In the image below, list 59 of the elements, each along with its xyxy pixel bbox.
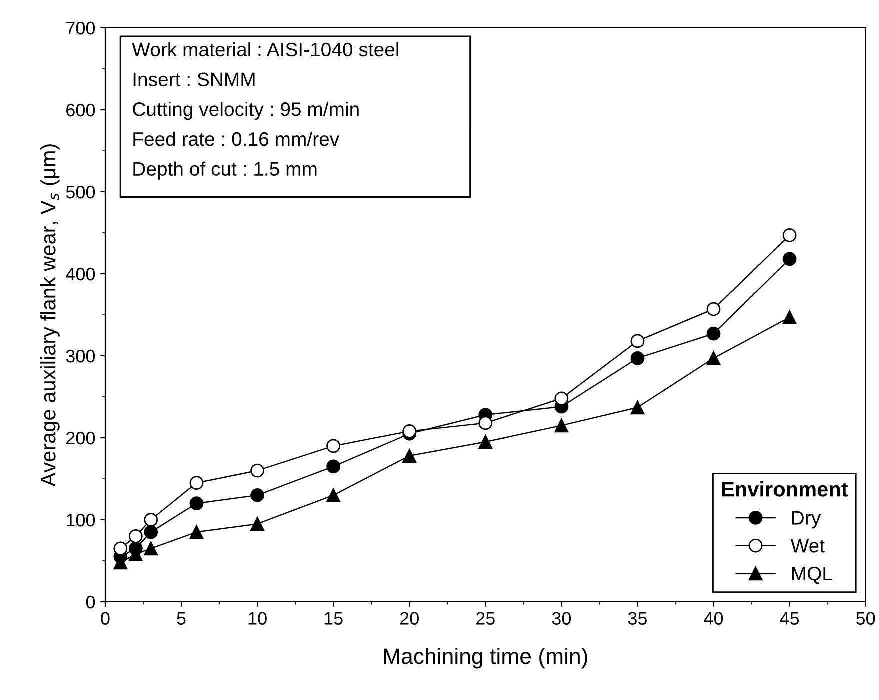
point [706, 352, 721, 366]
point [402, 449, 417, 463]
y-tick-label: 0 [86, 596, 96, 609]
point [250, 488, 264, 502]
point [478, 416, 493, 430]
x-tick-label: 15 [324, 612, 343, 625]
legend-label: Wet [790, 539, 825, 553]
point [630, 352, 645, 366]
x-tick-label: 35 [628, 612, 647, 625]
point [782, 310, 797, 324]
annotation: Feed rate : 0.16 mm/rev [134, 132, 340, 146]
legend-label: Dry [792, 511, 822, 529]
x-tick-label: 50 [856, 612, 876, 625]
point [144, 525, 158, 540]
x-tick-label: 30 [552, 612, 572, 625]
legend-label: MQL [792, 566, 832, 584]
point [144, 513, 158, 527]
point [326, 488, 341, 502]
point [190, 496, 204, 511]
x-tick-label: 40 [704, 612, 724, 625]
y-tick-label: 300 [66, 350, 96, 363]
point [114, 542, 128, 556]
point [326, 439, 341, 454]
point [128, 529, 143, 544]
point [782, 252, 797, 266]
annotation: Work material : AISI-1040 steel [132, 42, 398, 57]
point [706, 302, 721, 316]
y-tick-label: 400 [66, 268, 96, 281]
legend-title: Environment [722, 482, 848, 497]
point [554, 392, 569, 406]
x-axis-title: Machining time (min) [384, 648, 588, 669]
y-tick-label: 100 [67, 514, 96, 527]
x-tick-label: 25 [476, 612, 495, 625]
y-tick-label: 700 [66, 22, 96, 35]
point [190, 476, 204, 490]
y-axis-title: Average auxiliary flank wear, V$_{s}$ (μm) [40, 144, 60, 487]
x-tick-label: 5 [177, 612, 186, 625]
point [402, 424, 417, 438]
point [782, 228, 797, 242]
x-tick-label: 20 [400, 612, 419, 625]
point [250, 464, 264, 478]
x-tick-label: 0 [101, 612, 110, 625]
annotation: Insert : SNMM [134, 72, 255, 86]
point [144, 542, 158, 556]
point [554, 418, 569, 433]
point [250, 517, 264, 532]
x-tick-label: 45 [780, 612, 800, 625]
point [190, 525, 204, 540]
point [478, 435, 493, 450]
point [630, 400, 645, 415]
point [706, 326, 721, 341]
point [326, 460, 341, 474]
y-tick-label: 600 [66, 104, 96, 117]
annotation: Depth of cut : 1.5 mm [134, 162, 317, 180]
x-tick-label: 10 [248, 612, 267, 625]
y-tick-label: 200 [66, 432, 96, 445]
annotation: Cutting velocity : 95 m/min [133, 102, 359, 120]
y-tick-label: 500 [66, 186, 96, 199]
point [630, 334, 645, 348]
